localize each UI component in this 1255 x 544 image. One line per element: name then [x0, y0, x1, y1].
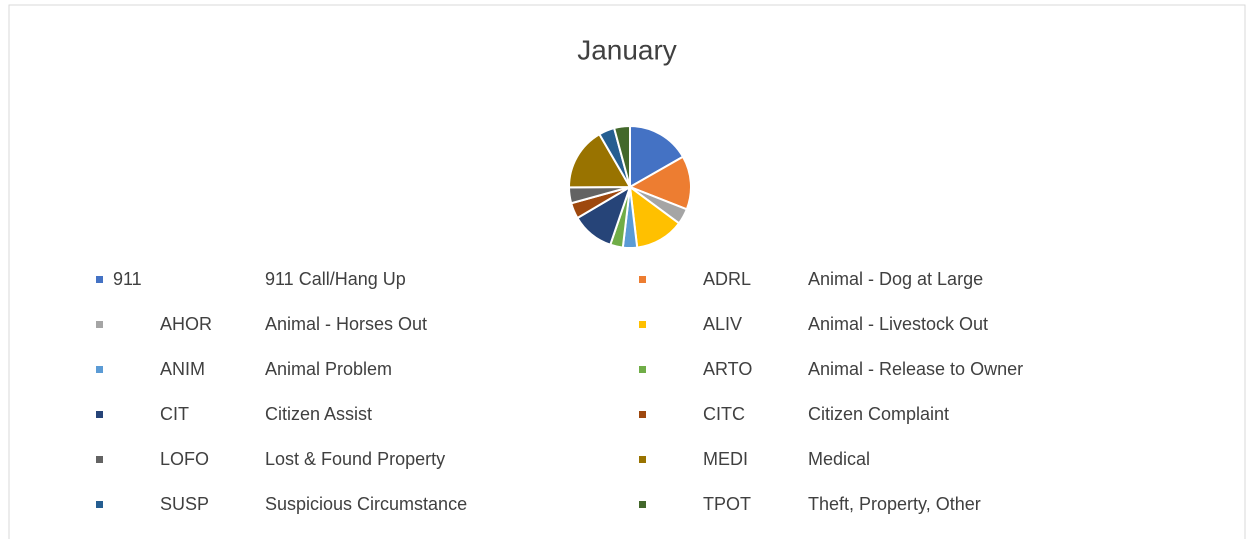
legend-swatch — [96, 276, 103, 283]
chart-title: January — [577, 34, 677, 65]
legend-label: Animal - Dog at Large — [808, 269, 983, 289]
legend-swatch — [96, 411, 103, 418]
legend-swatch — [639, 456, 646, 463]
legend-label: Suspicious Circumstance — [265, 494, 467, 514]
legend-label: Animal - Livestock Out — [808, 314, 988, 334]
legend-swatch — [639, 276, 646, 283]
legend-label: 911 Call/Hang Up — [265, 269, 406, 289]
chart-frame — [8, 4, 1246, 539]
legend-code: LOFO — [160, 449, 209, 469]
legend-swatch — [96, 366, 103, 373]
pie-slice — [629, 124, 685, 189]
legend-code: CIT — [160, 404, 189, 424]
legend-code: ANIM — [160, 359, 205, 379]
pie-slice — [612, 124, 631, 188]
legend-swatch — [96, 321, 103, 328]
legend-swatch — [96, 456, 103, 463]
legend-swatch — [639, 501, 646, 508]
legend-code: CITC — [703, 404, 745, 424]
legend-swatch — [639, 411, 646, 418]
pie-slice — [627, 155, 692, 211]
legend-label: Lost & Found Property — [265, 449, 445, 469]
legend-code: ARTO — [703, 359, 752, 379]
legend-label: Citizen Complaint — [808, 404, 949, 424]
legend-swatch — [639, 366, 646, 373]
legend-label: Animal - Release to Owner — [808, 359, 1023, 379]
legend-code: ADRL — [703, 269, 751, 289]
pie-slice — [568, 132, 632, 189]
legend-label: Citizen Assist — [265, 404, 372, 424]
legend-label: Medical — [808, 449, 870, 469]
legend-label: Animal Problem — [265, 359, 392, 379]
legend-label: Theft, Property, Other — [808, 494, 981, 514]
legend-code: AHOR — [160, 314, 212, 334]
legend-label: Animal - Horses Out — [265, 314, 427, 334]
legend-code: TPOT — [703, 494, 751, 514]
legend-swatch — [96, 501, 103, 508]
legend-code: SUSP — [160, 494, 209, 514]
legend-swatch — [639, 321, 646, 328]
legend-code: ALIV — [703, 314, 742, 334]
legend-code: MEDI — [703, 449, 748, 469]
legend-code: 911 — [113, 269, 142, 289]
